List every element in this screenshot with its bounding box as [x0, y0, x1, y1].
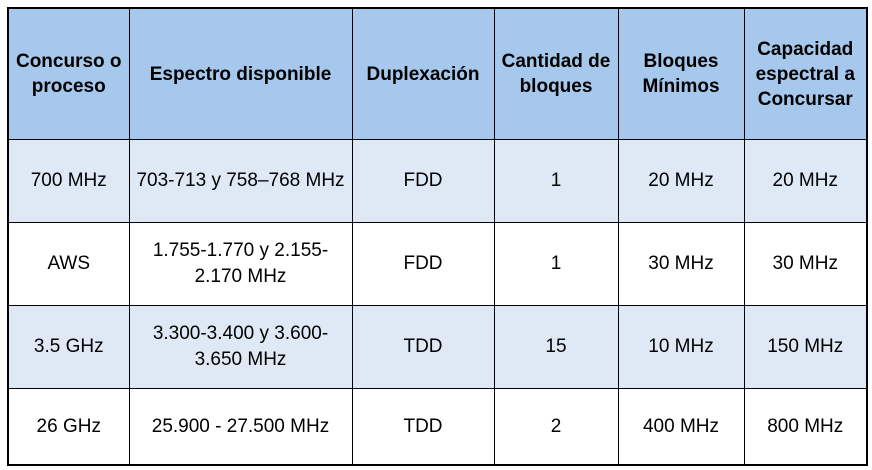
table-row: 700 MHz 703-713 y 758–768 MHz FDD 1 20 M…: [7, 139, 868, 223]
table-row: 26 GHz 25.900 - 27.500 MHz TDD 2 400 MHz…: [7, 388, 868, 466]
table-row: AWS 1.755-1.770 y 2.155-2.170 MHz FDD 1 …: [7, 222, 868, 306]
spectrum-table-container: Concurso o proceso Espectro disponible D…: [7, 7, 868, 466]
cell-capacidad: 800 MHz: [743, 388, 868, 466]
cell-espectro: 1.755-1.770 y 2.155-2.170 MHz: [128, 222, 353, 306]
cell-bloques-minimos: 10 MHz: [617, 305, 745, 389]
cell-duplexacion: TDD: [351, 305, 495, 389]
cell-concurso: 3.5 GHz: [7, 305, 130, 389]
cell-concurso: AWS: [7, 222, 130, 306]
cell-bloques-minimos: 30 MHz: [617, 222, 745, 306]
header-capacidad-espectral: Capacidad espectral a Concursar: [743, 7, 868, 140]
header-row: Concurso o proceso Espectro disponible D…: [7, 7, 868, 140]
cell-cantidad: 1: [493, 222, 619, 306]
cell-capacidad: 30 MHz: [743, 222, 868, 306]
cell-espectro: 703-713 y 758–768 MHz: [128, 139, 353, 223]
cell-cantidad: 15: [493, 305, 619, 389]
cell-duplexacion: FDD: [351, 139, 495, 223]
table-body: 700 MHz 703-713 y 758–768 MHz FDD 1 20 M…: [7, 139, 868, 466]
table-row: 3.5 GHz 3.300-3.400 y 3.600-3.650 MHz TD…: [7, 305, 868, 389]
cell-capacidad: 150 MHz: [743, 305, 868, 389]
header-bloques-minimos: Bloques Mínimos: [617, 7, 745, 140]
header-concurso: Concurso o proceso: [7, 7, 130, 140]
cell-bloques-minimos: 400 MHz: [617, 388, 745, 466]
cell-duplexacion: TDD: [351, 388, 495, 466]
cell-espectro: 3.300-3.400 y 3.600-3.650 MHz: [128, 305, 353, 389]
table-header: Concurso o proceso Espectro disponible D…: [7, 7, 868, 140]
header-cantidad-bloques: Cantidad de bloques: [493, 7, 619, 140]
cell-bloques-minimos: 20 MHz: [617, 139, 745, 223]
header-espectro: Espectro disponible: [128, 7, 353, 140]
cell-espectro: 25.900 - 27.500 MHz: [128, 388, 353, 466]
cell-cantidad: 1: [493, 139, 619, 223]
cell-capacidad: 20 MHz: [743, 139, 868, 223]
cell-concurso: 26 GHz: [7, 388, 130, 466]
spectrum-auction-table: Concurso o proceso Espectro disponible D…: [7, 7, 868, 466]
cell-duplexacion: FDD: [351, 222, 495, 306]
cell-cantidad: 2: [493, 388, 619, 466]
cell-concurso: 700 MHz: [7, 139, 130, 223]
header-duplexacion: Duplexación: [351, 7, 495, 140]
